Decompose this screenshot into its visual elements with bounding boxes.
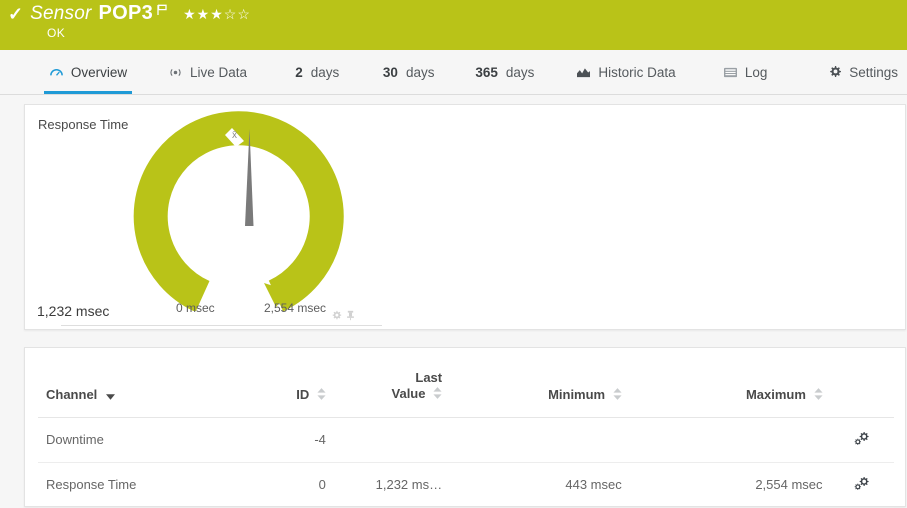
rating-stars[interactable]: ★ ★ ★ ☆ ☆ [183, 7, 250, 21]
sort-updown-icon [613, 388, 622, 403]
cell-channel: Response Time [38, 462, 250, 508]
cell-last-value: 1,232 ms… [333, 462, 451, 508]
gauge-mean-tick [225, 128, 244, 147]
area-chart-icon [576, 66, 591, 79]
star-filled-2: ★ [196, 5, 210, 22]
column-header-last-value[interactable]: Last Value [333, 358, 451, 418]
cell-actions[interactable] [830, 417, 894, 463]
status-check-icon: ✓ [8, 3, 24, 24]
cell-maximum: 2,554 msec [629, 462, 831, 508]
star-empty-5: ☆ [237, 5, 250, 22]
tab-2-days[interactable]: 2 days [287, 50, 347, 94]
table-row[interactable]: Response Time 0 1,232 ms… 443 msec 2,554… [38, 462, 894, 508]
cell-maximum [629, 417, 831, 463]
cell-id: 0 [249, 462, 334, 508]
gauge-widget: x̄ 0 msec 2,554 msec [36, 111, 371, 321]
tab-365-days[interactable]: 365 days [469, 50, 541, 94]
tab-live-data[interactable]: Live Data [162, 50, 253, 94]
table-header-row: Channel ID [38, 358, 894, 418]
star-filled-1: ★ [183, 5, 196, 22]
tab-settings-label: Settings [849, 64, 899, 80]
caret-down-icon [105, 388, 115, 403]
log-list-icon [723, 66, 738, 79]
status-badge: OK [47, 26, 66, 40]
sensor-header: ✓ Sensor POP3 ★ ★ ★ ☆ ☆ OK [0, 0, 907, 50]
tab-overview[interactable]: Overview [44, 50, 132, 94]
gauge-panel-title: Response Time [38, 117, 129, 132]
tab-overview-label: Overview [70, 64, 128, 80]
tab-30-days-number: 30 [382, 64, 398, 80]
gear-icon[interactable] [331, 308, 342, 326]
column-header-id[interactable]: ID [249, 358, 334, 418]
column-header-minimum[interactable]: Minimum [450, 358, 630, 418]
gauge-tool-bar [331, 308, 355, 326]
gauge-divider [61, 325, 382, 326]
cell-channel: Downtime [38, 417, 250, 463]
tab-log[interactable]: Log [713, 50, 777, 94]
star-empty-4: ☆ [223, 5, 237, 22]
cell-last-value [333, 417, 451, 463]
sensor-header-row: ✓ Sensor POP3 ★ ★ ★ ☆ ☆ [8, 2, 250, 25]
cogs-icon[interactable] [853, 431, 869, 449]
gauge-arc-right-tip [264, 283, 289, 307]
gear-icon [828, 65, 842, 79]
column-header-id-label: ID [296, 386, 310, 402]
sort-updown-icon [317, 388, 326, 403]
tab-2-days-label: days [310, 64, 340, 80]
gauge-arc [133, 111, 344, 311]
sort-updown-icon [433, 386, 442, 403]
pin-icon[interactable] [346, 308, 355, 326]
column-header-minimum-label: Minimum [548, 386, 606, 402]
cell-id: -4 [249, 417, 334, 463]
sensor-name: POP3 [98, 2, 154, 24]
gauge-icon [49, 65, 64, 80]
tab-365-days-label: days [505, 64, 535, 80]
tab-settings[interactable]: Settings [819, 50, 907, 94]
column-header-value-label: Value [342, 386, 442, 403]
tab-30-days[interactable]: 30 days [376, 50, 442, 94]
gauge-needle [245, 129, 254, 226]
tab-historic-data-label: Historic Data [598, 64, 676, 80]
tab-historic-data[interactable]: Historic Data [571, 50, 681, 94]
column-header-channel[interactable]: Channel [38, 358, 250, 418]
channels-table: Channel ID [38, 358, 894, 508]
response-time-gauge-panel: Response Time x̄ 0 msec 2,554 msec 1,232… [24, 104, 906, 330]
tab-bar: Overview Live Data 2 days 30 days 365 da… [0, 50, 907, 95]
gauge-min-label: 0 msec [176, 301, 215, 315]
column-header-value-text: Value [391, 386, 426, 402]
column-header-maximum-label: Maximum [745, 386, 806, 402]
star-filled-3: ★ [210, 5, 223, 22]
column-header-actions [830, 358, 894, 418]
column-header-last-label: Last [415, 370, 443, 385]
tab-live-data-label: Live Data [190, 64, 248, 80]
broadcast-icon [168, 66, 183, 79]
cell-actions[interactable] [830, 462, 894, 508]
tab-30-days-label: days [405, 64, 435, 80]
gauge-current-value: 1,232 msec [37, 303, 110, 319]
gauge-arc-left-tip [186, 287, 202, 304]
gauge-chart [133, 111, 344, 311]
cell-minimum: 443 msec [450, 462, 630, 508]
sort-updown-icon [813, 388, 823, 403]
tab-log-label: Log [744, 64, 768, 80]
sensor-type-label: Sensor [30, 2, 92, 24]
cell-minimum [450, 417, 630, 463]
channels-panel: Channel ID [24, 347, 906, 508]
column-header-maximum[interactable]: Maximum [629, 358, 831, 418]
tab-365-days-number: 365 [475, 64, 498, 80]
gauge-max-label: 2,554 msec [264, 301, 327, 315]
flag-icon [157, 3, 168, 21]
cogs-icon[interactable] [853, 476, 869, 494]
tab-2-days-number: 2 [295, 64, 303, 80]
table-row[interactable]: Downtime -4 [38, 417, 894, 463]
gauge-mean-label: x̄ [232, 130, 237, 141]
column-header-channel-label: Channel [46, 386, 98, 402]
